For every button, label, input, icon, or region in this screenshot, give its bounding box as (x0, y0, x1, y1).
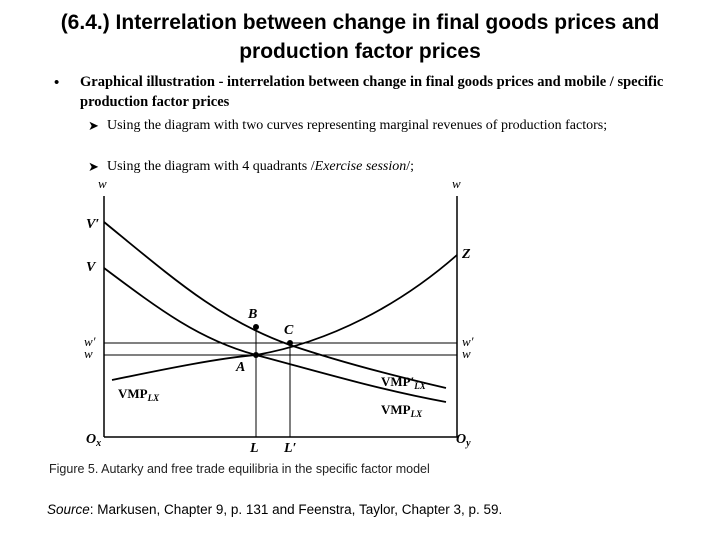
l-label: L (249, 441, 259, 456)
sub-point-2-text-before: Using the diagram with 4 quadrants / (107, 159, 315, 174)
l-prime-label: L′ (283, 441, 297, 456)
origin-x-label: Ox (86, 432, 101, 449)
vmp-ly-label: VMPLX (381, 402, 423, 419)
right-axis-w-label: w (452, 176, 461, 191)
v-prime-label: V′ (86, 217, 99, 232)
sub-point-2-text-after: /; (406, 159, 415, 174)
vmp-lx-main: VMP (118, 386, 148, 401)
exercise-session-text: Exercise session (314, 159, 407, 174)
c-label: C (284, 323, 294, 338)
z-label: Z (461, 247, 471, 262)
origin-x-sub: x (95, 438, 101, 449)
sub-point-2: ➤ Using the diagram with 4 quadrants /Ex… (88, 157, 698, 177)
left-axis-w-label: w (98, 176, 107, 191)
origin-y-main: O (456, 432, 466, 447)
w-prime-left-label: w′ (84, 334, 96, 349)
point-B-marker (253, 324, 259, 330)
main-bullet-text: Graphical illustration - interrelation b… (80, 74, 664, 110)
bullet-icon: • (54, 74, 60, 91)
slide-title: (6.4.) Interrelation between change in f… (60, 11, 660, 63)
a-label: A (235, 360, 245, 375)
v-label: V (86, 260, 97, 275)
vmp-ly-sub: LX (410, 409, 423, 419)
sub-point-2-text: Using the diagram with 4 quadrants /Exer… (88, 157, 698, 177)
arrow-bullet-icon: ➤ (88, 118, 99, 133)
sub-point-1: ➤ Using the diagram with two curves repr… (88, 116, 698, 136)
w-left-label: w (84, 346, 93, 361)
point-C-marker (287, 340, 293, 346)
vmp-prime-lx-sub: LX (413, 381, 426, 391)
point-A-marker (253, 352, 259, 358)
source-label: Source (47, 502, 90, 517)
vmp-lx-label: VMPLX (118, 386, 160, 403)
origin-y-sub: y (465, 438, 471, 449)
vmp-lx-sub: LX (147, 393, 160, 403)
vmp-ly-main: VMP (381, 402, 411, 417)
vmp-prime-lx-label: VMP′LX (381, 374, 427, 391)
sub-point-1-text: Using the diagram with two curves repres… (107, 118, 608, 133)
origin-x-main: O (86, 432, 96, 447)
source-line: Source: Markusen, Chapter 9, p. 131 and … (47, 502, 502, 517)
source-text: : Markusen, Chapter 9, p. 131 and Feenst… (89, 502, 503, 517)
w-right-label: w (462, 346, 471, 361)
b-label: B (247, 307, 257, 322)
vmp-prime-lx-curve (103, 221, 447, 389)
arrow-bullet-icon: ➤ (88, 159, 99, 174)
vmp-prime-lx-main: VMP′ (381, 374, 414, 389)
w-prime-right-label: w′ (462, 334, 474, 349)
vmp-ly-curve (111, 254, 458, 381)
figure-caption: Figure 5. Autarky and free trade equilib… (49, 462, 430, 476)
origin-y-label: Oy (456, 432, 471, 449)
